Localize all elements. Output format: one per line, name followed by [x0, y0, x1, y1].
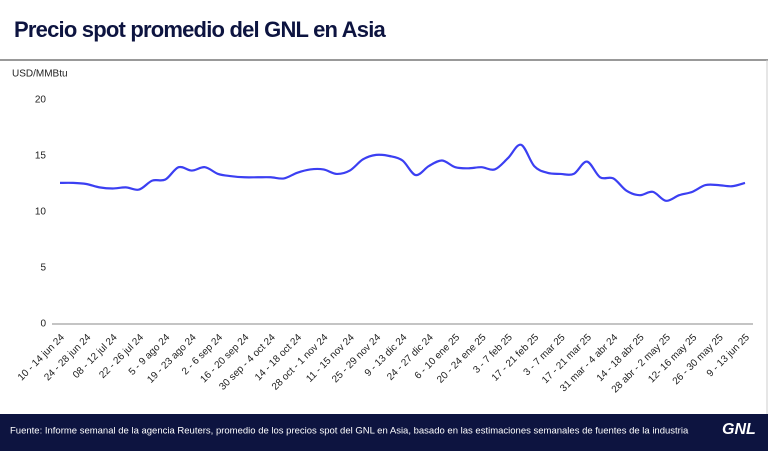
- y-tick-label: 15: [35, 151, 47, 162]
- chart-title: Precio spot promedio del GNL en Asia: [14, 17, 387, 42]
- footer: [0, 414, 768, 451]
- y-axis-label: USD/MMBtu: [12, 69, 68, 80]
- price-line: [59, 143, 746, 202]
- y-tick-label: 0: [40, 319, 46, 330]
- y-tick-label: 10: [35, 207, 47, 218]
- source-note: Fuente: Informe semanal de la agencia Re…: [10, 426, 689, 437]
- y-tick-label: 5: [40, 263, 46, 274]
- y-tick-label: 20: [35, 95, 47, 106]
- logo: GNL: [722, 421, 756, 438]
